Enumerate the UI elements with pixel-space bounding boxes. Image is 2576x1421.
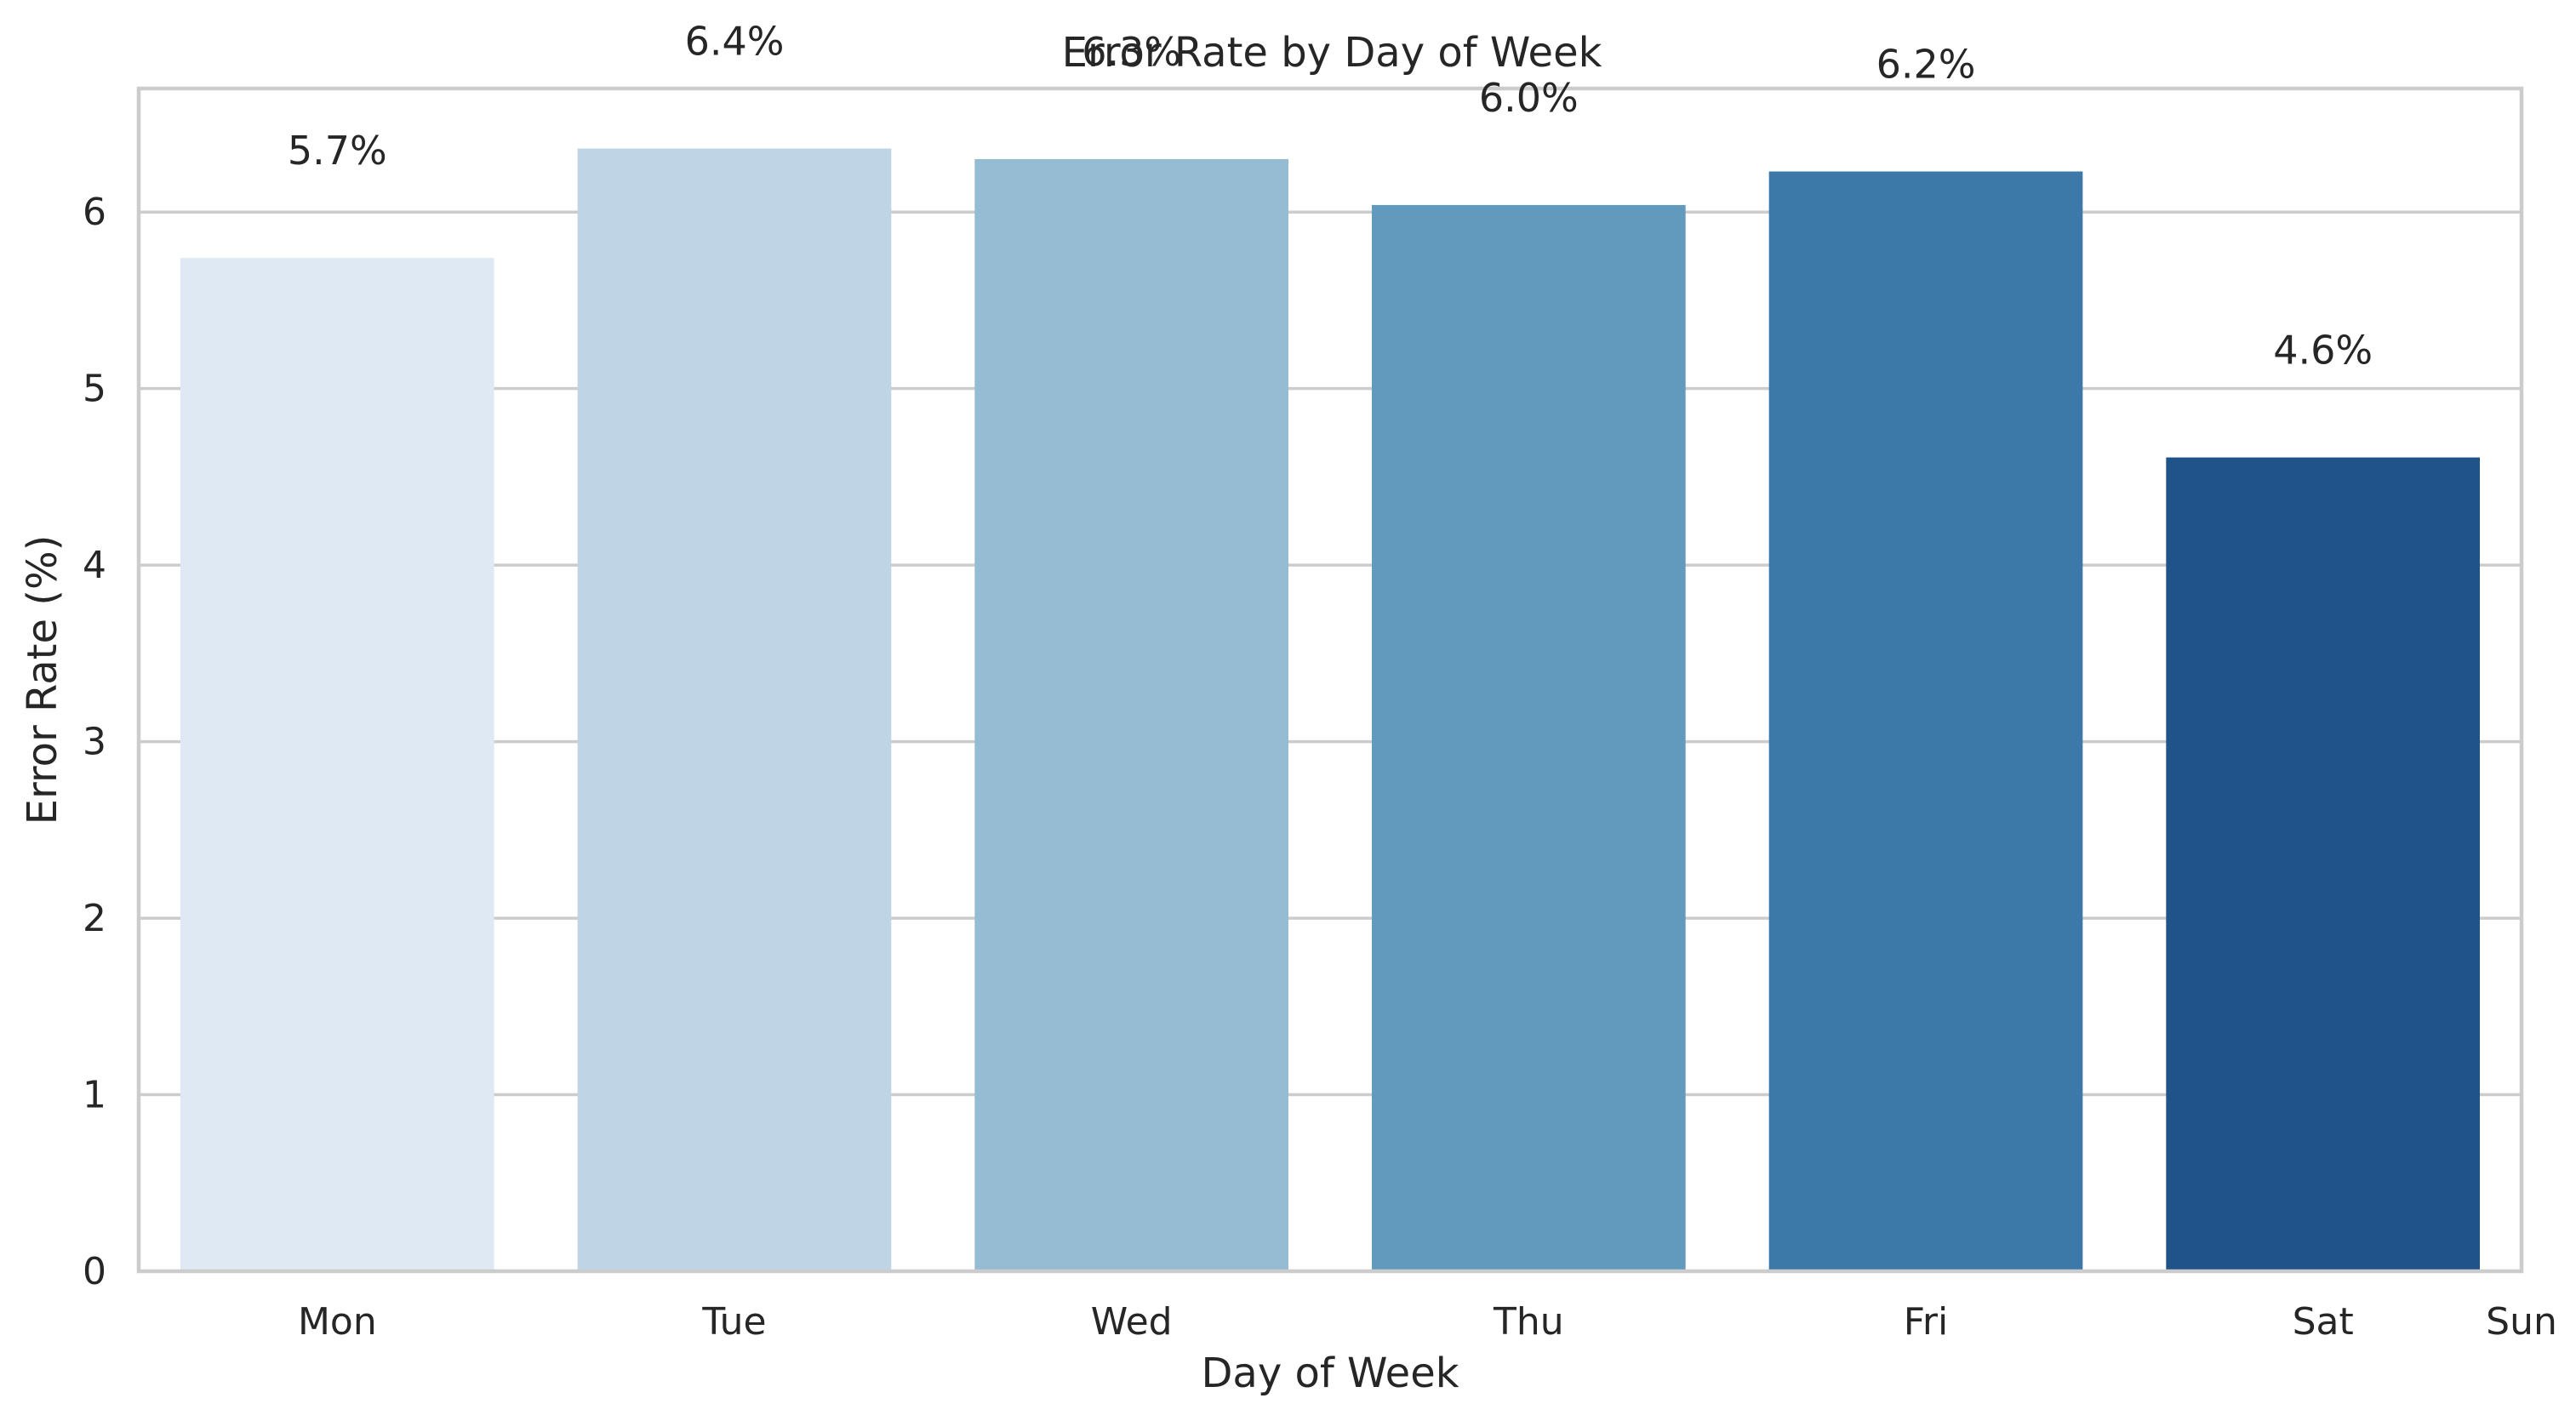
gridlines (139, 210, 2522, 1273)
y-tick-label: 3 (83, 721, 106, 764)
data-label-sat: 4.6% (2273, 328, 2373, 374)
bar-wed (974, 158, 1288, 1271)
data-label-mon: 5.7% (288, 128, 387, 174)
x-axis-label: Day of Week (1201, 1350, 1459, 1397)
y-tick-label: 2 (83, 897, 106, 940)
bar-thu (1372, 204, 1686, 1271)
x-tick-label-mon: Mon (298, 1300, 377, 1344)
y-tick-labels: 0 1 2 3 4 5 6 (83, 191, 106, 1293)
x-tick-label-fri: Fri (1904, 1300, 1948, 1344)
y-tick-label: 6 (83, 191, 106, 234)
plot-frame (136, 86, 2524, 1274)
bar-sat (2166, 457, 2480, 1271)
x-tick-label-tue: Tue (701, 1300, 766, 1344)
chart-title: Error Rate by Day of Week (1062, 29, 1602, 77)
bars (180, 148, 2480, 1272)
x-tick-label-wed: Wed (1091, 1300, 1173, 1344)
x-tick-labels: Mon Tue Wed Thu Fri Sat Sun (298, 1300, 2557, 1344)
data-label-wed: 6.3% (1082, 29, 1181, 75)
data-label-tue: 6.4% (685, 19, 785, 65)
x-tick-label-thu: Thu (1493, 1300, 1564, 1344)
y-tick-label: 5 (83, 368, 106, 411)
bar-fri (1768, 171, 2083, 1272)
y-tick-label: 0 (83, 1250, 106, 1293)
y-tick-label: 1 (83, 1074, 106, 1117)
data-labels: 5.7% 6.4% 6.3% 6.0% 6.2% 4.6% (288, 19, 2373, 374)
x-tick-label-sat: Sat (2293, 1300, 2354, 1344)
x-tick-label-sun: Sun (2486, 1300, 2557, 1344)
data-label-thu: 6.0% (1479, 75, 1579, 121)
bar-mon (180, 258, 494, 1271)
y-tick-label: 4 (83, 544, 106, 587)
y-axis-label: Error Rate (%) (19, 535, 66, 825)
data-label-fri: 6.2% (1876, 42, 1976, 88)
bar-tue (577, 148, 892, 1271)
